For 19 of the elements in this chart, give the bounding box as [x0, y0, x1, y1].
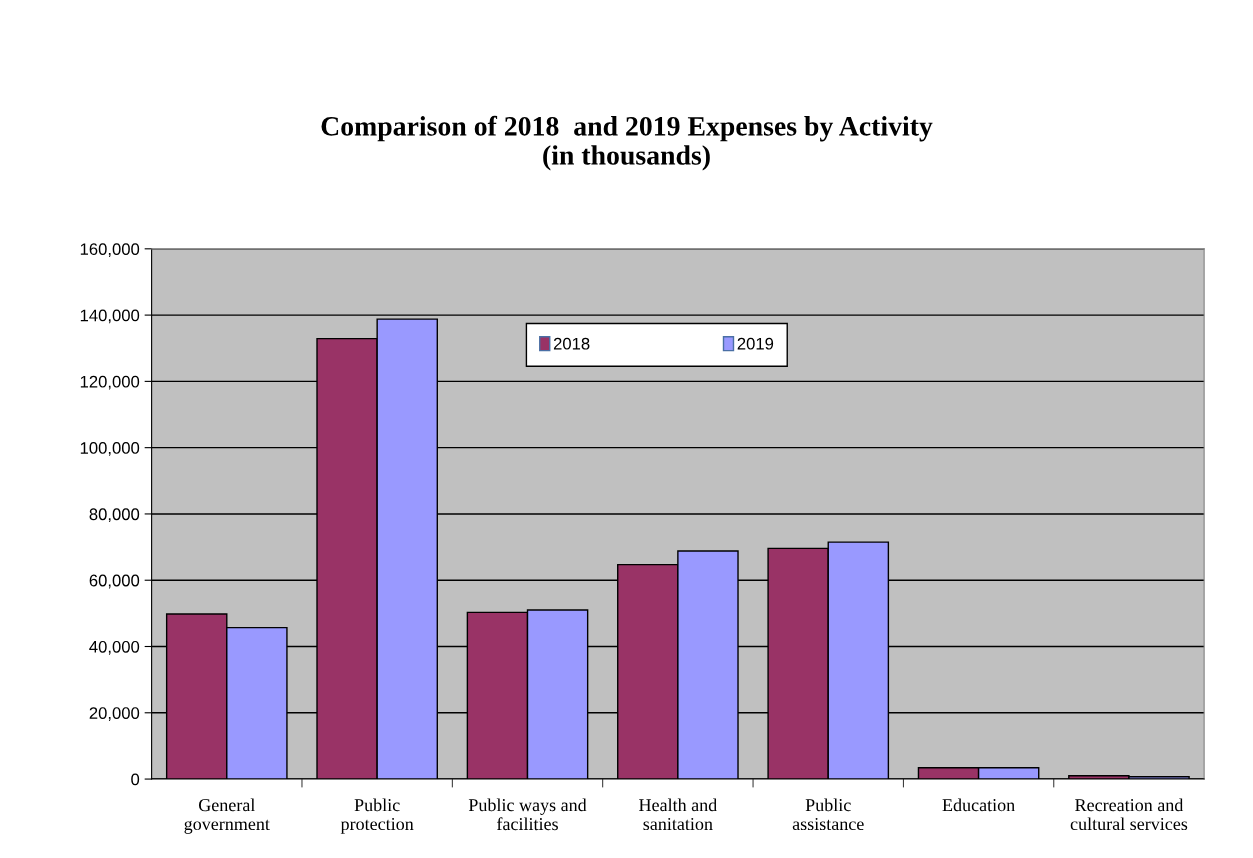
y-tick-label: 40,000 [89, 640, 140, 655]
legend-label: 2018 [553, 337, 590, 350]
y-tick-label: 80,000 [89, 508, 140, 523]
y-tick-label: 140,000 [80, 309, 140, 324]
x-tick-label: General government [184, 798, 270, 834]
x-tick-label: Health and sanitation [639, 798, 718, 831]
chart-title: Comparison of 2018 and 2019 Expenses by Activity (in thousands) [321, 115, 933, 171]
x-tick-label: Recreation and cultural services [1070, 798, 1188, 831]
y-tick-label: 160,000 [80, 243, 140, 257]
y-tick-label: 0 [131, 773, 140, 786]
x-tick-label: Education [942, 798, 1015, 812]
y-tick-label: 60,000 [89, 574, 140, 589]
y-tick-label: 20,000 [89, 707, 140, 721]
x-tick-label: Public ways and facilities [468, 798, 587, 831]
legend-label: 2019 [737, 337, 774, 350]
y-tick-label: 120,000 [80, 375, 140, 390]
x-tick-label: Public assistance [792, 798, 864, 831]
x-tick-label: Public protection [340, 798, 414, 834]
y-tick-label: 100,000 [80, 442, 140, 456]
